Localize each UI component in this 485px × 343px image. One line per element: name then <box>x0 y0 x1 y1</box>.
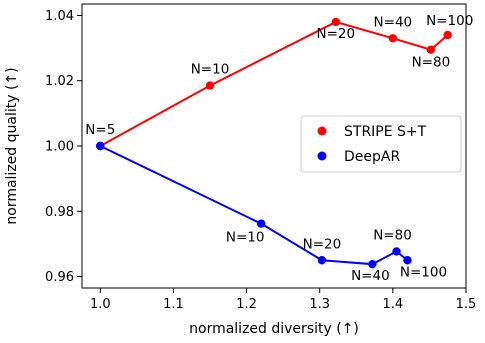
data-point <box>388 34 398 43</box>
point-label-layer: N=5 N=10 N=20 N=40 N=80 N=100 N=10 N=20 N=40 N=80… <box>85 13 473 284</box>
y-tick-label: 1.00 <box>45 140 74 155</box>
x-tick-label: 1.2 <box>236 297 257 312</box>
legend-label-deepar: DeepAR <box>344 149 400 165</box>
point-label: N=20 <box>303 236 342 252</box>
point-label: N=100 <box>400 264 447 280</box>
data-point <box>443 30 452 40</box>
x-tick-label: 1.0 <box>90 297 111 312</box>
data-point <box>257 219 266 228</box>
y-tick-label: 1.02 <box>45 74 74 89</box>
axis-layer: 1.0 1.1 1.2 1.3 1.4 1.5 0.96 0.98 1.00 1.02 1.04 <box>45 9 476 312</box>
point-label: N=10 <box>226 230 265 246</box>
point-label: N=80 <box>412 55 451 71</box>
point-label: N=40 <box>351 268 390 284</box>
x-tick-label: 1.4 <box>383 297 404 312</box>
y-tick-label: 0.98 <box>45 205 74 220</box>
y-tick-label: 1.04 <box>45 9 74 24</box>
legend-box <box>300 115 462 173</box>
data-point <box>205 81 215 90</box>
point-label: N=80 <box>373 227 412 243</box>
data-point <box>331 17 341 27</box>
data-point <box>426 45 436 54</box>
y-tick-label: 0.96 <box>45 270 74 285</box>
legend-marker-stripe <box>317 126 327 136</box>
data-point <box>317 256 327 265</box>
point-label: N=10 <box>191 62 230 78</box>
point-label: N=5 <box>85 122 115 138</box>
x-tick-label: 1.3 <box>309 297 330 312</box>
data-point <box>403 256 412 265</box>
x-axis-label: normalized diversity (↑) <box>189 321 359 337</box>
point-label: N=100 <box>426 13 473 29</box>
data-point <box>368 259 377 269</box>
series-layer <box>96 17 452 269</box>
x-tick-label: 1.5 <box>456 297 477 312</box>
point-label: N=40 <box>374 14 413 30</box>
legend-marker-deepar <box>317 151 327 161</box>
data-point <box>392 247 401 256</box>
legend-label-stripe: STRIPE S+T <box>344 124 427 140</box>
point-label: N=20 <box>317 26 356 42</box>
data-point-overlap <box>96 141 105 151</box>
legend: STRIPE S+T DeepAR <box>300 115 462 173</box>
x-tick-label: 1.1 <box>163 297 184 312</box>
y-axis-label: normalized quality (↑) <box>4 67 20 224</box>
